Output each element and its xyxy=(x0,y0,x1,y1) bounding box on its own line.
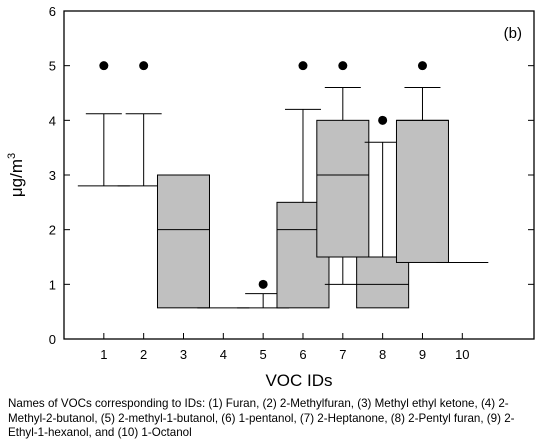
outlier-point xyxy=(99,61,109,71)
y-axis-title-main: μg/m xyxy=(7,159,26,197)
outlier-point xyxy=(378,115,388,125)
outlier-point xyxy=(338,61,348,71)
outlier-point xyxy=(139,61,149,71)
outlier-point xyxy=(298,61,308,71)
x-tick-label: 6 xyxy=(299,347,306,362)
x-tick-label: 2 xyxy=(140,347,147,362)
x-tick-label: 4 xyxy=(220,347,227,362)
panel-label: (b) xyxy=(504,25,522,42)
box-group-2 xyxy=(117,61,170,187)
y-tick-label: 1 xyxy=(49,277,56,292)
x-axis-title: VOC IDs xyxy=(265,371,332,390)
box-group-3 xyxy=(156,174,210,309)
x-tick-label: 3 xyxy=(180,347,187,362)
y-axis-title-superscript: 3 xyxy=(6,153,18,159)
x-tick-label: 5 xyxy=(260,347,267,362)
outlier-point xyxy=(258,279,268,289)
x-tick-label: 8 xyxy=(379,347,386,362)
box-iqr xyxy=(316,119,370,258)
x-tick-label: 10 xyxy=(455,347,469,362)
figure-caption: Names of VOCs corresponding to IDs: (1) … xyxy=(8,397,515,439)
box-iqr xyxy=(156,174,210,309)
y-axis-title: μg/m3 xyxy=(6,153,26,197)
box-group-7 xyxy=(316,61,370,285)
box-group-1 xyxy=(77,61,130,187)
x-tick-label: 7 xyxy=(339,347,346,362)
box-group-9 xyxy=(395,61,449,263)
y-tick-label: 3 xyxy=(49,168,56,183)
x-tick-label: 9 xyxy=(419,347,426,362)
box-iqr xyxy=(356,256,410,309)
x-tick-label: 1 xyxy=(100,347,107,362)
outlier-point xyxy=(417,61,427,71)
y-tick-label: 2 xyxy=(49,223,56,238)
y-tick-label: 6 xyxy=(49,4,56,19)
box-group-8 xyxy=(356,115,410,309)
y-tick-label: 4 xyxy=(49,113,56,128)
y-tick-label: 5 xyxy=(49,59,56,74)
y-tick-label: 0 xyxy=(49,332,56,347)
box-iqr xyxy=(395,119,449,263)
